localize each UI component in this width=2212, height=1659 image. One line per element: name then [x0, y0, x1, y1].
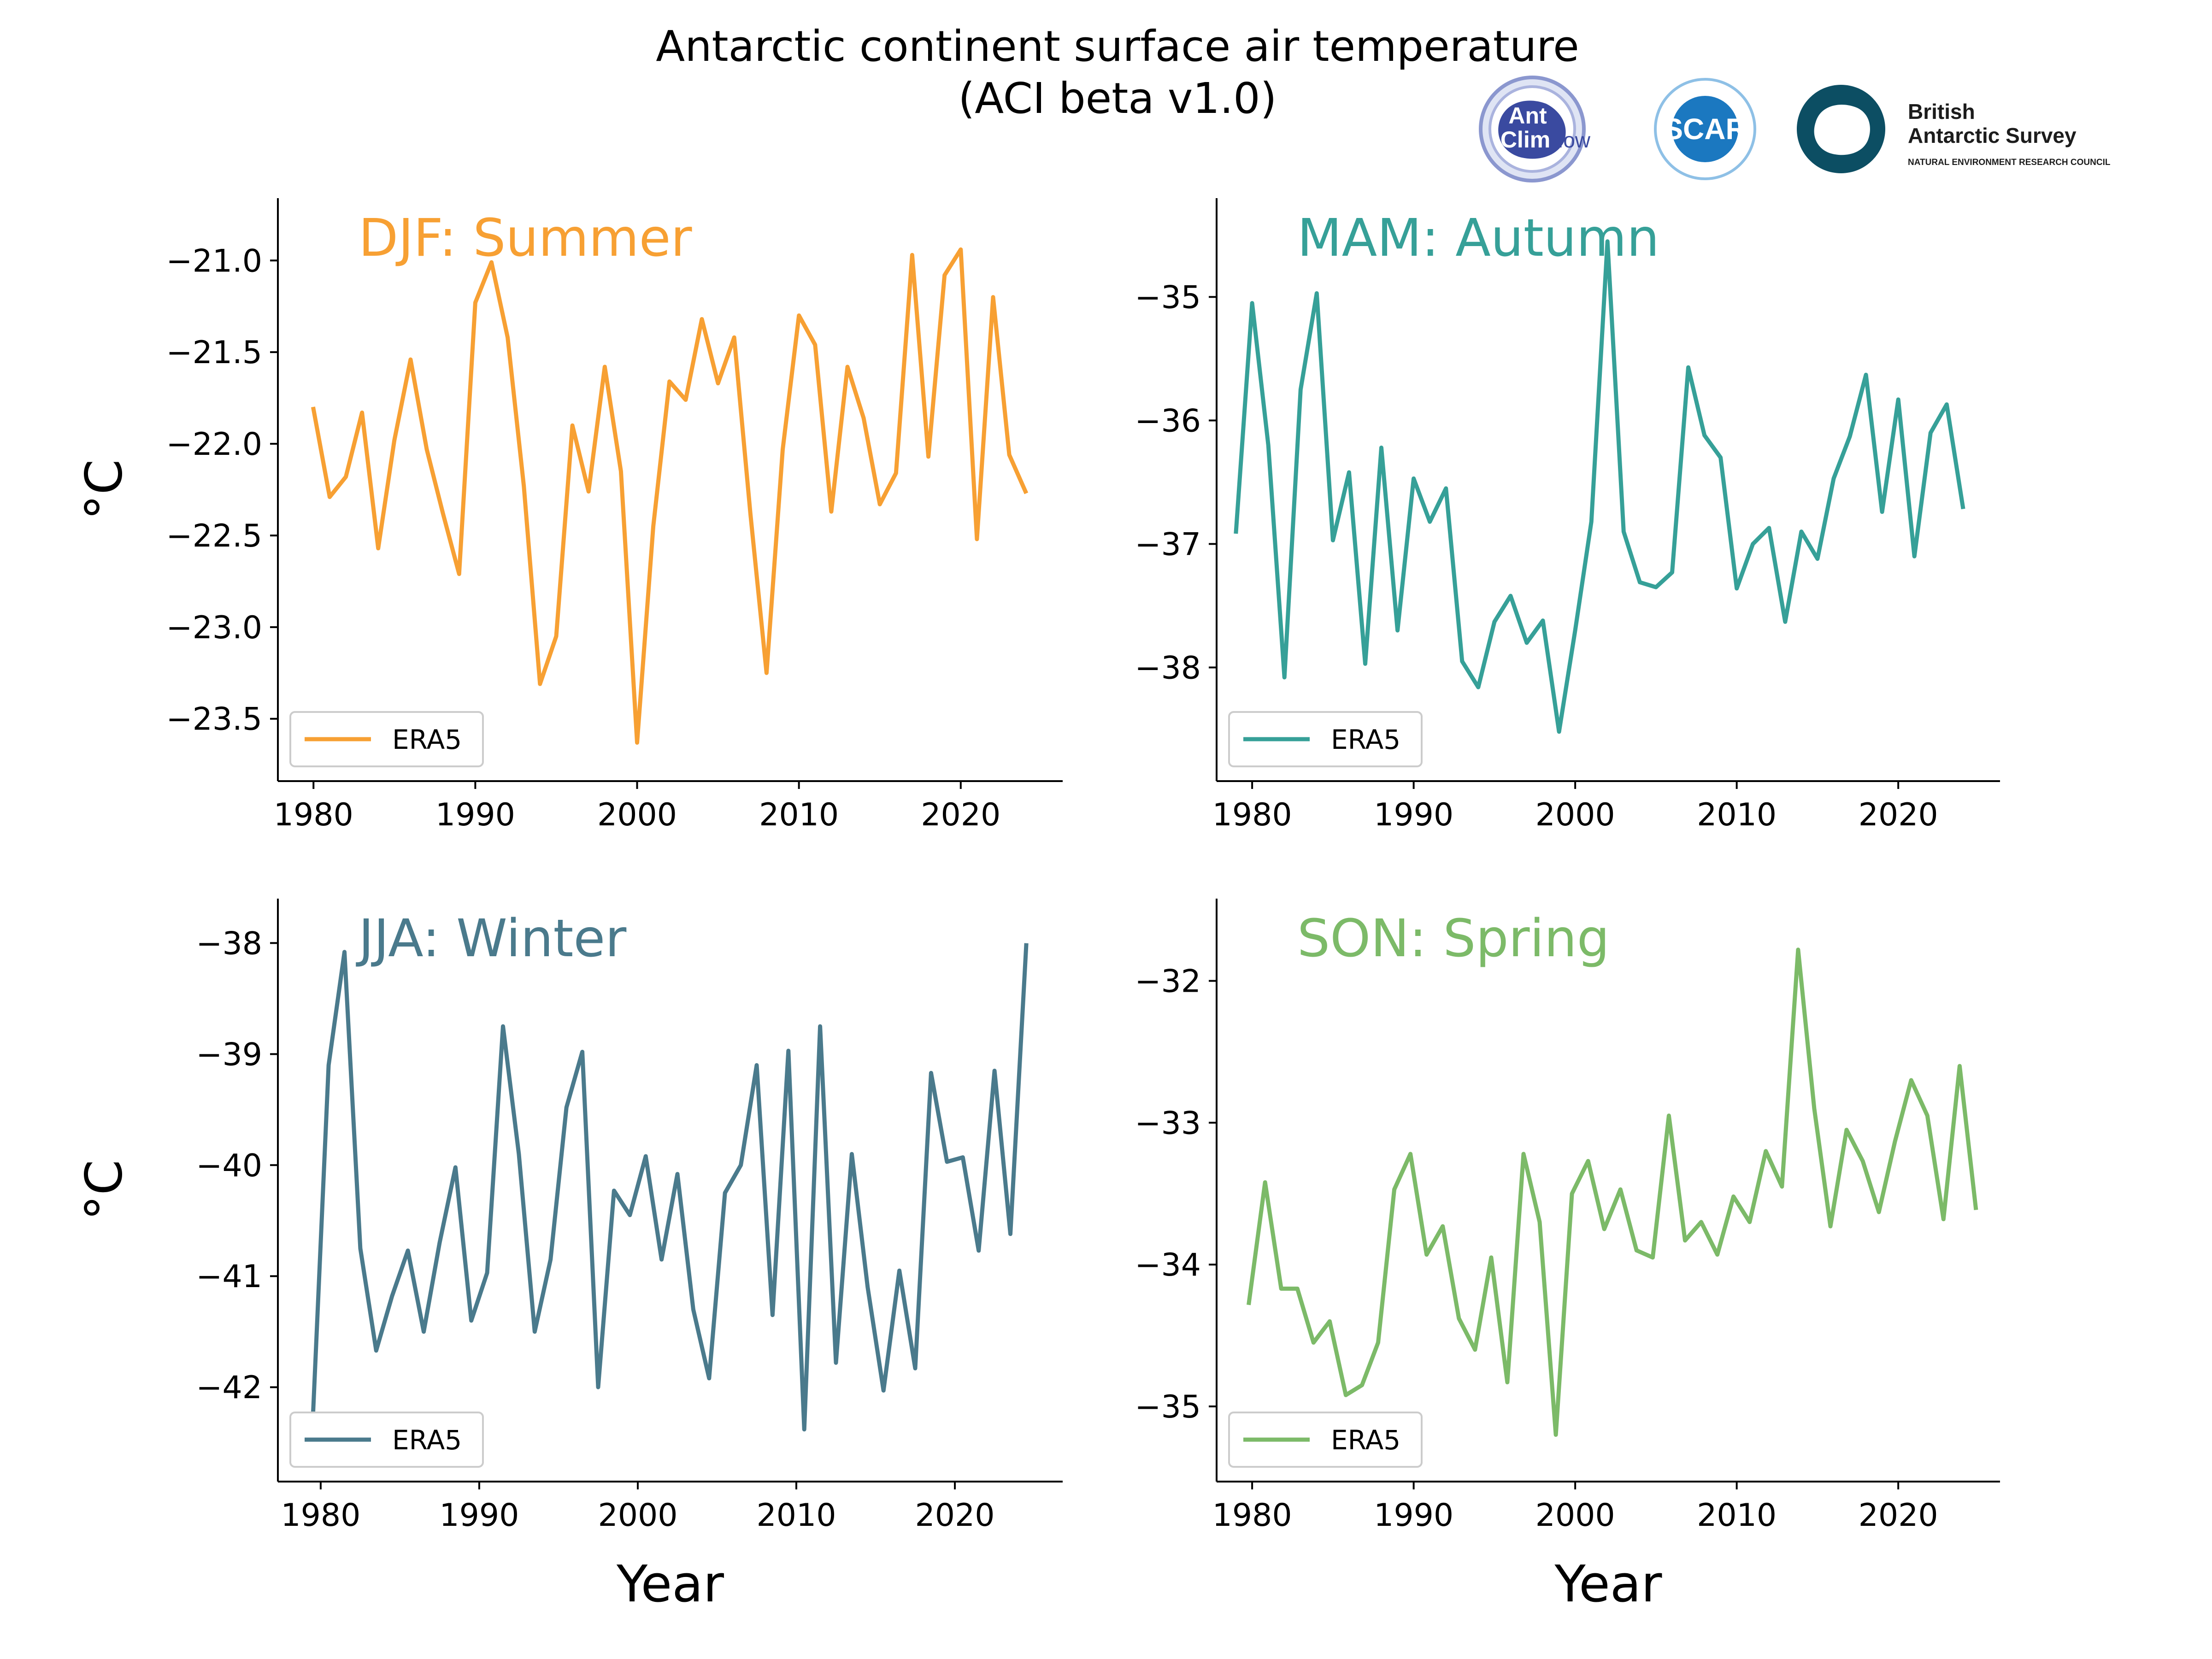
legend: ERA5 [1228, 1412, 1423, 1468]
legend-box [289, 711, 484, 767]
y-tick-label: −32 [1135, 964, 1201, 1000]
panel-title: DJF: Summer [359, 208, 693, 268]
y-tick-label: −37 [1135, 526, 1201, 563]
figure-title-line2: (ACI beta v1.0) [958, 74, 1277, 123]
x-tick-label: 1980 [1212, 1497, 1292, 1534]
y-tick-label: −36 [1135, 403, 1201, 439]
panel-3: 1980 1990 2000 2010 2020 −38 −39 −40 −41 −42 JJA: … [74, 899, 1063, 1613]
legend: ERA5 [1228, 711, 1423, 767]
panel-2: 1980 1990 2000 2010 2020 −35 −36 −37 −38 MAM: Aut… [1135, 198, 2000, 833]
y-axis-label: °C [74, 459, 133, 520]
panels: 1980 1990 2000 2010 2020 −21.0 −21.5 −22.0 −22.5… [74, 198, 2000, 1613]
legend-box [1228, 711, 1423, 767]
bas-logo: British Antarctic Survey NATURAL ENVIRON… [1797, 85, 2111, 173]
panel-title: SON: Spring [1297, 909, 1610, 969]
y-tick-label: −39 [196, 1036, 262, 1073]
x-tick-label: 1980 [274, 797, 353, 833]
x-tick-label: 1990 [1374, 1497, 1453, 1534]
antclimnow-text-now: Now [1548, 128, 1591, 152]
x-tick-label: 1980 [1212, 797, 1292, 833]
y-tick-label: −35 [1135, 279, 1201, 316]
bas-continent-shape [1814, 105, 1870, 155]
legend-label: ERA5 [1331, 1424, 1400, 1456]
legend-label: ERA5 [392, 1424, 462, 1456]
bas-text-british: British [1908, 100, 1975, 124]
antclimnow-continent-shape [1498, 100, 1566, 159]
y-axis-label: °C [74, 1160, 133, 1221]
y-tick-label: −21.5 [166, 335, 262, 371]
bas-text-nerc: NATURAL ENVIRONMENT RESEARCH COUNCIL [1908, 158, 2111, 167]
y-tick-label: −22.5 [166, 518, 262, 554]
x-tick-label: 2020 [921, 797, 1000, 833]
x-tick-label: 2010 [756, 1497, 836, 1534]
x-tick-label: 2010 [1697, 797, 1777, 833]
legend-label: ERA5 [1331, 724, 1400, 755]
x-tick-label: 2000 [1535, 1497, 1615, 1534]
x-tick-label: 1990 [439, 1497, 519, 1534]
series-line-era5 [1247, 947, 1978, 1437]
y-tick-label: −41 [196, 1259, 262, 1295]
x-tick-label: 2020 [1859, 797, 1938, 833]
y-tick-label: −34 [1135, 1247, 1201, 1283]
x-axis-label: Year [1554, 1554, 1663, 1613]
antclimnow-text-clim: Clim [1500, 127, 1550, 153]
x-tick-label: 1990 [1374, 797, 1453, 833]
x-tick-label: 2010 [1697, 1497, 1777, 1534]
x-tick-label: 2010 [759, 797, 839, 833]
x-tick-label: 2020 [915, 1497, 995, 1534]
y-tick-label: −42 [196, 1370, 262, 1406]
y-tick-label: −40 [196, 1147, 262, 1184]
legend-box [1228, 1412, 1423, 1468]
y-tick-label: −23.5 [166, 701, 262, 738]
panel-title: MAM: Autumn [1297, 208, 1659, 268]
scar-logo: SCAR [1654, 78, 1756, 180]
x-axis-label: Year [616, 1554, 724, 1613]
antclimnow-text-ant: Ant [1508, 103, 1547, 129]
panel-1: 1980 1990 2000 2010 2020 −21.0 −21.5 −22.0 −22.5… [74, 198, 1063, 833]
legend: ERA5 [289, 711, 484, 767]
scar-disc [1672, 96, 1738, 162]
series-line-era5 [1234, 239, 1965, 734]
x-tick-label: 1980 [281, 1497, 360, 1534]
y-tick-label: −21.0 [166, 243, 262, 279]
legend-label: ERA5 [392, 724, 462, 755]
y-tick-label: −22.0 [166, 426, 262, 463]
y-tick-label: −33 [1135, 1105, 1201, 1141]
panel-4: 1980 1990 2000 2010 2020 −32 −33 −34 −35 SON: Spr… [1135, 899, 2000, 1613]
y-tick-label: −38 [196, 925, 262, 962]
y-tick-label: −35 [1135, 1389, 1201, 1425]
bas-text-antarctic-survey: Antarctic Survey [1908, 124, 2077, 147]
scar-text: SCAR [1663, 112, 1747, 146]
antclimnow-logo: Ant Clim Now [1479, 76, 1591, 182]
x-tick-label: 2000 [598, 1497, 677, 1534]
y-tick-label: −38 [1135, 650, 1201, 686]
x-tick-label: 2000 [1535, 797, 1615, 833]
x-tick-label: 2000 [597, 797, 677, 833]
legend: ERA5 [289, 1412, 484, 1468]
legend-box [289, 1412, 484, 1468]
x-tick-label: 2020 [1859, 1497, 1938, 1534]
panel-title: JJA: Winter [356, 909, 627, 969]
figure-title-line1: Antarctic continent surface air temperat… [656, 22, 1579, 71]
series-line-era5 [311, 247, 1029, 745]
x-tick-label: 1990 [435, 797, 515, 833]
y-tick-label: −23.0 [166, 610, 262, 646]
series-line-era5 [311, 943, 1029, 1432]
